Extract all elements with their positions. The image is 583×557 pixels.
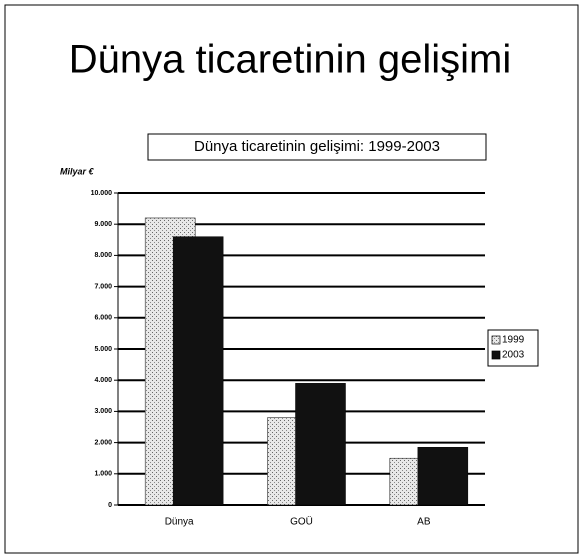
x-tick-label: GOÜ xyxy=(290,516,313,528)
chart-title: Dünya ticaretinin gelişimi: 1999-2003 xyxy=(194,138,440,155)
legend-swatch xyxy=(491,350,501,360)
y-tick-label: 7.000 xyxy=(94,283,112,290)
y-tick-label: 0 xyxy=(108,502,112,509)
legend-label: 2003 xyxy=(502,350,525,361)
x-tick-label: AB xyxy=(417,517,431,528)
bar xyxy=(417,447,469,506)
y-tick-label: 6.000 xyxy=(94,315,112,322)
y-tick-label: 10.000 xyxy=(91,190,113,197)
x-tick-label: Dünya xyxy=(165,517,194,528)
y-tick-label: 9.000 xyxy=(94,221,112,228)
bar xyxy=(172,236,224,506)
page-title: Dünya ticaretinin gelişimi xyxy=(69,38,511,82)
y-tick-label: 4.000 xyxy=(94,377,112,384)
y-tick-label: 3.000 xyxy=(94,408,112,415)
legend-label: 1999 xyxy=(502,335,525,346)
legend-swatch xyxy=(491,335,501,345)
y-tick-label: 1.000 xyxy=(94,471,112,478)
bar xyxy=(295,383,346,506)
y-axis-label: Milyar € xyxy=(60,166,95,176)
y-tick-label: 8.000 xyxy=(94,252,112,259)
y-tick-label: 2.000 xyxy=(94,439,112,446)
y-tick-label: 5.000 xyxy=(94,346,112,353)
chart-title-box xyxy=(147,133,487,161)
